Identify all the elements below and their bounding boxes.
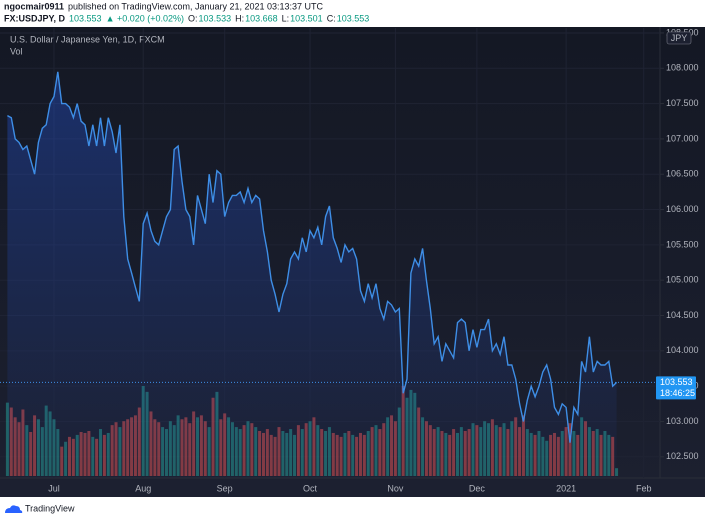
last-price-label: 103.553: [660, 377, 693, 387]
header-bar: [0, 0, 705, 27]
footer-bar: [0, 497, 705, 521]
brand-logo: TradingView: [5, 503, 75, 513]
published-line: published on TradingView.com, January 21…: [68, 1, 323, 11]
symbol: FX:USDJPY, D: [4, 13, 66, 23]
plot: 102.500103.000103.500104.000104.500105.0…: [0, 27, 699, 493]
y-tick-label: 102.500: [666, 451, 699, 461]
currency-box: [666, 31, 692, 45]
y-tick-label: 106.500: [666, 169, 699, 179]
header-change: ▲ +0.020 (+0.02%): [106, 13, 184, 23]
x-tick-label: Jul: [48, 483, 60, 493]
last-price-box: [656, 376, 696, 400]
y-tick-label: 108.000: [666, 63, 699, 73]
volume-bar: [5, 402, 9, 476]
x-tick-label: Feb: [636, 483, 652, 493]
ohlc-value: 103.533: [199, 13, 232, 23]
x-tick-label: 2021: [556, 483, 576, 493]
ohlc-value: 103.668: [245, 13, 278, 23]
symbol-line: FX:USDJPY, D 103.553 ▲ +0.020 (+0.02%) O…: [4, 13, 369, 23]
y-tick-label: 105.500: [666, 239, 699, 249]
x-tick-label: Aug: [135, 483, 151, 493]
countdown: 18:46:25: [660, 388, 695, 398]
logo-icon: [5, 505, 23, 513]
area-fill: [7, 71, 617, 479]
brand: TradingView: [25, 503, 75, 513]
y-tick-label: 105.000: [666, 275, 699, 285]
y-tick-label: 103.000: [666, 416, 699, 426]
y-tick-label: 104.000: [666, 345, 699, 355]
x-tick-label: Oct: [303, 483, 318, 493]
y-tick-label: 107.000: [666, 133, 699, 143]
y-tick-label: 107.500: [666, 98, 699, 108]
ohlc-value: 103.553: [337, 13, 370, 23]
x-tick-label: Dec: [469, 483, 486, 493]
chart-title: U.S. Dollar / Japanese Yen, 1D, FXCM: [10, 34, 165, 44]
author: ngocmair0911: [4, 1, 64, 11]
ohlc-value: 103.501: [290, 13, 323, 23]
ohlc-label: H:: [235, 13, 244, 23]
x-tick-label: Nov: [387, 483, 404, 493]
ohlc-label: O:: [188, 13, 198, 23]
price-line: [7, 71, 618, 443]
volume-label: Vol: [10, 46, 23, 56]
currency: JPY: [671, 33, 688, 43]
y-tick-label: 106.000: [666, 204, 699, 214]
ohlc-label: C:: [327, 13, 336, 23]
x-tick-label: Sep: [217, 483, 233, 493]
ohlc-label: L:: [282, 13, 290, 23]
y-tick-label: 104.500: [666, 310, 699, 320]
header-last-price: 103.553: [69, 13, 102, 23]
